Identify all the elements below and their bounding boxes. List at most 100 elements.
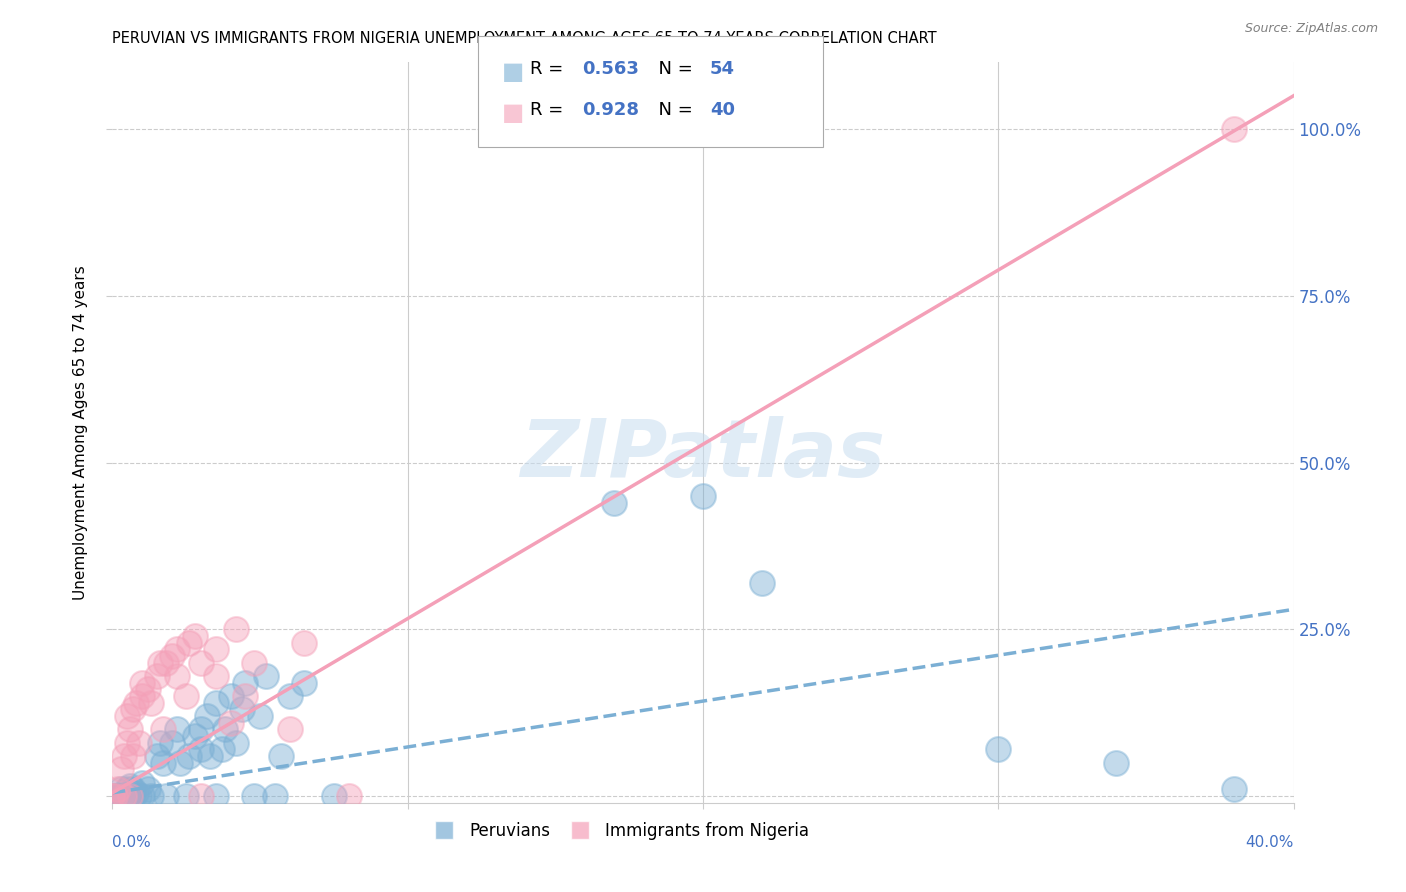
Point: [1223, 782, 1246, 797]
Point: [278, 723, 301, 737]
Point: [179, 636, 201, 650]
Point: [122, 789, 145, 804]
Point: [264, 789, 287, 804]
Point: [231, 702, 253, 716]
Point: [751, 575, 773, 590]
Point: [152, 723, 174, 737]
Point: [198, 749, 221, 764]
Point: [249, 709, 271, 723]
Text: PERUVIAN VS IMMIGRANTS FROM NIGERIA UNEMPLOYMENT AMONG AGES 65 TO 74 YEARS CORRE: PERUVIAN VS IMMIGRANTS FROM NIGERIA UNEM…: [112, 31, 938, 46]
Point: [120, 779, 142, 793]
Point: [205, 696, 228, 710]
Point: [131, 789, 153, 804]
Point: [131, 675, 153, 690]
Point: [166, 669, 188, 683]
Text: 40: 40: [710, 101, 735, 119]
Text: ZIPatlas: ZIPatlas: [520, 416, 886, 494]
Point: [160, 736, 183, 750]
Point: [128, 736, 150, 750]
Text: ■: ■: [502, 101, 524, 125]
Point: [278, 689, 301, 703]
Point: [131, 689, 153, 703]
Point: [184, 729, 207, 743]
Point: [205, 669, 228, 683]
Point: [243, 789, 266, 804]
Point: [190, 742, 212, 756]
Text: 0.928: 0.928: [582, 101, 640, 119]
Text: N =: N =: [647, 101, 699, 119]
Point: [101, 789, 124, 804]
Point: [136, 682, 159, 697]
Point: [337, 789, 360, 804]
Point: [254, 669, 277, 683]
Text: 0.563: 0.563: [582, 60, 638, 78]
Text: 40.0%: 40.0%: [1246, 835, 1294, 850]
Point: [190, 656, 212, 670]
Point: [110, 789, 132, 804]
Point: [166, 642, 188, 657]
Point: [166, 723, 188, 737]
Point: [120, 789, 142, 804]
Point: [131, 776, 153, 790]
Point: [205, 642, 228, 657]
Point: [214, 723, 236, 737]
Point: [122, 749, 145, 764]
Point: [174, 789, 197, 804]
Point: [117, 709, 138, 723]
Point: [104, 789, 127, 804]
Point: [120, 723, 142, 737]
Point: [139, 789, 162, 804]
Point: [155, 656, 177, 670]
Point: [184, 629, 207, 643]
Point: [112, 789, 135, 804]
Point: [1105, 756, 1128, 770]
Point: [323, 789, 346, 804]
Point: [117, 789, 138, 804]
Point: [190, 723, 212, 737]
Point: [219, 689, 242, 703]
Point: [219, 715, 242, 730]
Point: [211, 742, 233, 756]
Point: [107, 782, 129, 797]
Point: [292, 636, 315, 650]
Point: [292, 675, 315, 690]
Point: [104, 789, 127, 804]
Point: [112, 749, 135, 764]
Point: [117, 782, 138, 797]
Point: [117, 736, 138, 750]
Point: [120, 789, 142, 804]
Point: [122, 702, 145, 716]
Point: [149, 656, 172, 670]
Text: 0.0%: 0.0%: [112, 835, 152, 850]
Point: [139, 696, 162, 710]
Legend: Peruvians, Immigrants from Nigeria: Peruvians, Immigrants from Nigeria: [425, 815, 815, 847]
Point: [125, 786, 148, 800]
Y-axis label: Unemployment Among Ages 65 to 74 years: Unemployment Among Ages 65 to 74 years: [73, 265, 89, 600]
Point: [225, 623, 247, 637]
Point: [179, 749, 201, 764]
Point: [146, 749, 169, 764]
Point: [122, 782, 145, 797]
Point: [128, 789, 150, 804]
Point: [101, 789, 124, 804]
Point: [270, 749, 292, 764]
Point: [110, 782, 132, 797]
Point: [692, 489, 714, 503]
Point: [169, 756, 191, 770]
Point: [190, 789, 212, 804]
Point: [987, 742, 1010, 756]
Text: N =: N =: [647, 60, 699, 78]
Point: [243, 656, 266, 670]
Point: [146, 669, 169, 683]
Point: [603, 496, 626, 510]
Point: [1223, 122, 1246, 136]
Point: [233, 689, 256, 703]
Point: [110, 763, 132, 777]
Text: Source: ZipAtlas.com: Source: ZipAtlas.com: [1244, 22, 1378, 36]
Point: [136, 782, 159, 797]
Point: [149, 736, 172, 750]
Point: [155, 789, 177, 804]
Text: R =: R =: [530, 60, 569, 78]
Point: [112, 789, 135, 804]
Text: ■: ■: [502, 60, 524, 84]
